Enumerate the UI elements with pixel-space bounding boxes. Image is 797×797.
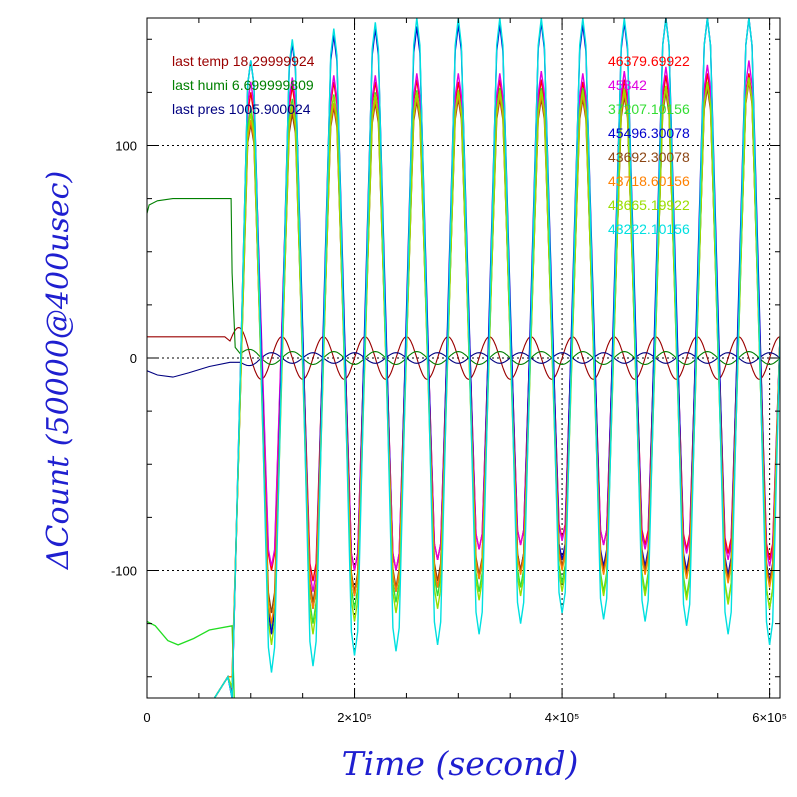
- x-tick-label: 4×10⁵: [545, 710, 580, 725]
- legend-left-entry: last temp 18.29999924: [172, 53, 315, 69]
- oscillation-series-line: [213, 73, 780, 698]
- legend: last temp 18.29999924 last humi 6.6999998…: [172, 53, 690, 237]
- pre-oscillation-line: [147, 620, 235, 698]
- x-tick-label: 0: [143, 710, 150, 725]
- oscillation-series-line: [213, 60, 780, 698]
- legend-right-entry: 45842: [608, 77, 647, 93]
- legend-left-entry: last humi 6.699999809: [172, 77, 314, 93]
- oscillation-series-line: [213, 18, 780, 698]
- x-tick-label: 6×10⁵: [752, 710, 787, 725]
- axis-ticks: 0 2×10⁵ 4×10⁵ 6×10⁵ 100 0 -100: [111, 18, 787, 725]
- y-tick-label: 0: [130, 351, 137, 366]
- legend-right-entry: 46379.69922: [608, 53, 690, 69]
- legend-right-entry: 45496.30078: [608, 125, 690, 141]
- y-axis-title: ΔCount (50000@400usec): [41, 171, 76, 570]
- legend-right-entry: 43222.10156: [608, 221, 690, 237]
- oscillation-series-line: [213, 77, 780, 698]
- legend-right-entry: 43665.19922: [608, 197, 690, 213]
- legend-left-entry: last pres 1005.900024: [172, 101, 311, 117]
- x-tick-label: 2×10⁵: [337, 710, 372, 725]
- legend-right-entry: 43692.30078: [608, 149, 690, 165]
- env-series-line: [147, 352, 780, 378]
- series-layer: [147, 18, 780, 698]
- x-axis-title: Time (second): [342, 744, 579, 783]
- env-series-line: [147, 327, 780, 380]
- y-tick-label: -100: [111, 564, 137, 579]
- legend-right-entry: 43718.60156: [608, 173, 690, 189]
- y-tick-label: 100: [115, 139, 137, 154]
- legend-right-entry: 37207.10156: [608, 101, 690, 117]
